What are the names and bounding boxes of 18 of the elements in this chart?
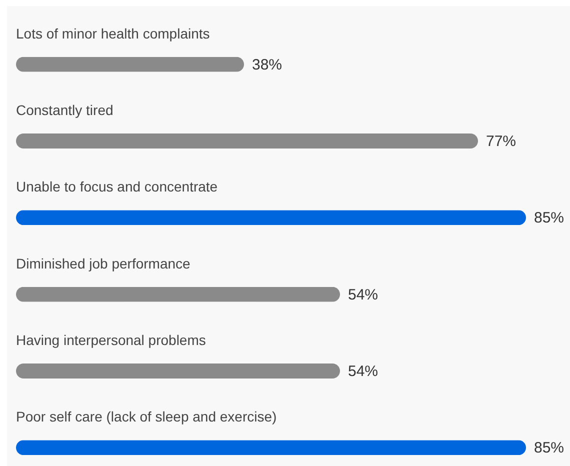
bar <box>16 286 340 302</box>
data-label: 54% <box>348 363 378 380</box>
data-label: 54% <box>348 286 378 304</box>
y-tick-label: Unable to focus and concentrate <box>16 178 218 195</box>
bar <box>16 134 478 148</box>
y-tick-label: Having interpersonal problems <box>16 332 206 348</box>
data-label: 77% <box>486 133 516 150</box>
y-tick-label: Constantly tired <box>16 102 114 118</box>
bar <box>16 210 526 226</box>
bar <box>16 440 526 456</box>
y-tick-label: Poor self care (lack of sleep and exercise) <box>16 408 277 425</box>
y-tick-label: Diminished job performance <box>16 255 191 272</box>
data-label: 85% <box>534 210 564 227</box>
y-tick-label: Lots of minor health complaints <box>16 25 210 42</box>
data-label: 85% <box>534 440 564 457</box>
data-label: 38% <box>252 56 282 74</box>
bar <box>16 56 244 72</box>
bar <box>16 364 340 378</box>
